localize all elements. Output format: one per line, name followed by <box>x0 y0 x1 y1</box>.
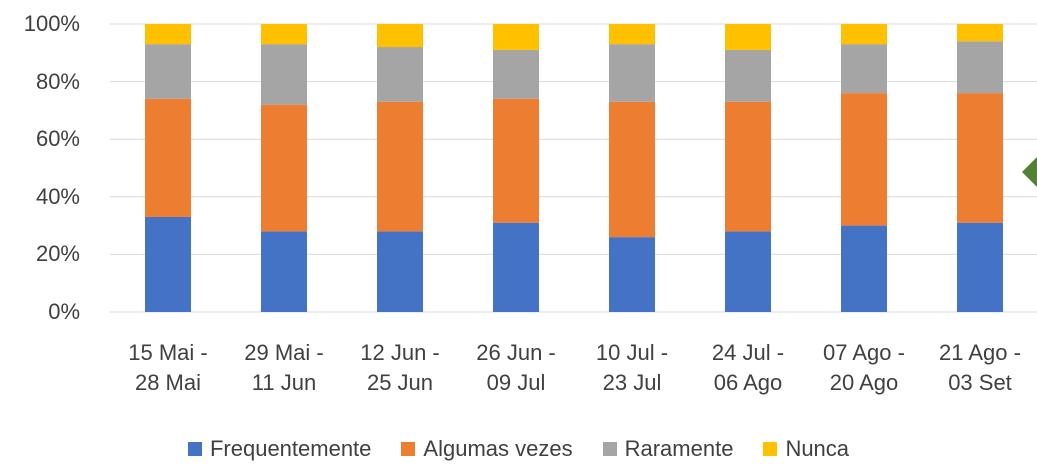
bar-segment <box>841 24 887 45</box>
bar-segment <box>377 47 423 102</box>
bar-segment <box>145 24 191 45</box>
legend-swatch <box>401 442 416 456</box>
y-tick-label: 20% <box>35 241 80 267</box>
bar-segment <box>725 231 771 312</box>
bar-segment <box>609 101 655 238</box>
x-tick-label: 29 Mai - 11 Jun <box>244 340 324 395</box>
bar-segment <box>493 98 539 223</box>
legend-item: Raramente <box>602 436 734 462</box>
x-tick-label: 12 Jun - 25 Jun <box>360 340 440 395</box>
legend-swatch <box>602 442 617 456</box>
bar-segment <box>957 93 1003 223</box>
bar-segment <box>145 98 191 217</box>
legend-label: Algumas vezes <box>423 436 573 461</box>
bar-segment <box>145 44 191 99</box>
x-tick-label: 21 Ago - 03 Set <box>939 340 1021 395</box>
bar-segment <box>841 225 887 312</box>
bar-segment <box>493 24 539 50</box>
legend-label: Frequentemente <box>209 436 372 461</box>
y-tick-label: 100% <box>23 11 80 36</box>
legend-label: Nunca <box>785 436 850 461</box>
bar-segment <box>145 216 191 312</box>
bar-segment <box>377 24 423 48</box>
bar-segment <box>261 104 307 232</box>
bar-segment <box>377 231 423 312</box>
bar-segment <box>725 49 771 102</box>
legend-swatch <box>763 442 778 456</box>
bar-segment <box>261 231 307 312</box>
legend-swatch <box>187 442 202 456</box>
x-tick-label: 10 Jul - 23 Jul <box>595 340 669 395</box>
y-tick-label: 80% <box>35 68 80 94</box>
y-tick-label: 40% <box>35 183 80 209</box>
legend-item: Algumas vezes <box>401 436 573 462</box>
bar-segment <box>609 24 655 45</box>
legend-item: Frequentemente <box>187 436 372 462</box>
legend-label: Raramente <box>624 436 734 461</box>
bar-segment <box>261 44 307 105</box>
bar-segment <box>609 44 655 102</box>
legend: Frequentemente Algumas vezes Raramente Nunc… <box>0 436 1037 462</box>
bar-segment <box>493 222 539 312</box>
y-tick-label: 0% <box>48 299 80 324</box>
bar-segment <box>957 222 1003 312</box>
decoration <box>1022 157 1037 187</box>
bar-segment <box>377 101 423 232</box>
x-tick-label: 07 Ago - 20 Ago <box>823 340 905 395</box>
legend-item: Nunca <box>763 436 849 462</box>
bar-segment <box>957 41 1003 94</box>
x-tick-label: 24 Jul - 06 Ago <box>711 340 785 395</box>
bar-segment <box>841 93 887 226</box>
x-tick-label: 15 Mai - 28 Mai <box>128 340 208 395</box>
bar-segment <box>957 24 1003 42</box>
x-tick-label: 26 Jun - 09 Jul <box>476 340 556 395</box>
y-tick-label: 60% <box>35 126 80 152</box>
bar-segment <box>609 237 655 312</box>
bar-segment <box>841 44 887 94</box>
bar-segment <box>493 49 539 99</box>
bar-segment <box>725 24 771 50</box>
bar-segment <box>725 101 771 232</box>
bar-segment <box>261 24 307 45</box>
